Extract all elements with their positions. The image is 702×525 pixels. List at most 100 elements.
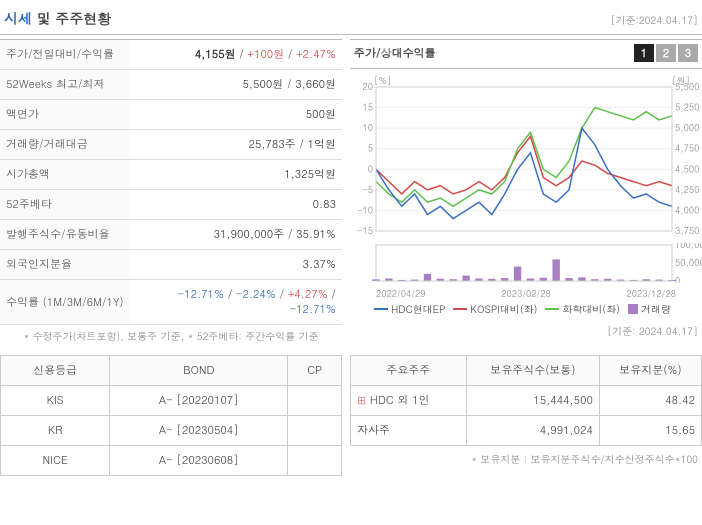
shareholder-pct: 48.42: [599, 386, 701, 416]
shareholder-shares: 15,444,500: [466, 386, 599, 416]
price-metrics-table: 주가/전일대비/수익률4,155원 / +100원 / +2.47%52Week…: [0, 39, 342, 325]
volume-chart: 050,000100,000: [350, 243, 702, 283]
svg-text:-5: -5: [362, 183, 373, 196]
header: 시세 및 주주현황 [기준:2024.04.17]: [0, 0, 702, 35]
sh-col-header: 보유주식수(보통): [466, 356, 599, 386]
chart-tab-1[interactable]: 1: [634, 44, 654, 62]
svg-text:5,250: 5,250: [675, 101, 699, 114]
metric-value: 25,783주 / 1억원: [130, 130, 342, 160]
metric-label: 액면가: [0, 100, 130, 130]
x-axis-label: 2023/02/28: [501, 287, 550, 300]
svg-text:4,250: 4,250: [675, 183, 699, 196]
legend-label: KOSPI대비(좌): [470, 302, 537, 316]
legend-label: 거래량: [641, 302, 671, 316]
chart-x-axis: 2022/04/29 2023/02/28 2023/12/28: [350, 287, 702, 300]
chart-footer-date: [기준: 2024.04.17]: [350, 324, 702, 342]
legend-item: 화학대비(좌): [545, 302, 620, 316]
metric-value: -12.71% / -2.24% / +4.27% / -12.71%: [130, 280, 342, 325]
price-delta: +100원: [248, 47, 285, 62]
legend-item: KOSPI대비(좌): [453, 302, 537, 316]
svg-text:20: 20: [363, 80, 374, 93]
legend-swatch: [453, 308, 467, 310]
shareholder-name: 자사주: [351, 416, 467, 446]
legend-swatch: [374, 308, 388, 310]
legend-label: HDC현대EP: [391, 302, 445, 316]
credit-bond: A- [20230608]: [110, 446, 288, 476]
shareholder-shares: 4,991,024: [466, 416, 599, 446]
svg-text:4,000: 4,000: [675, 203, 699, 216]
legend-label: 화학대비(좌): [562, 302, 620, 316]
credit-col-header: CP: [288, 356, 342, 386]
shareholder-pct: 15.65: [599, 416, 701, 446]
metric-value: 3.37%: [130, 250, 342, 280]
legend-swatch: [545, 308, 559, 310]
svg-text:-15: -15: [357, 224, 373, 235]
svg-text:3,750: 3,750: [675, 224, 699, 235]
metric-label: 외국인지분율: [0, 250, 130, 280]
chart-legend: HDC현대EP KOSPI대비(좌) 화학대비(좌) 거래량: [350, 300, 702, 320]
chart-tabs: 123: [634, 44, 698, 62]
sh-col-header: 보유지분(%): [599, 356, 701, 386]
credit-bond: A- [20230504]: [110, 416, 288, 446]
svg-text:15: 15: [363, 101, 374, 114]
svg-text:10: 10: [363, 121, 374, 134]
metric-label: 52Weeks 최고/최저: [0, 70, 130, 100]
return-value: -2.24%: [236, 287, 276, 302]
metric-value: 500원: [130, 100, 342, 130]
title-emphasis: 시세: [4, 8, 32, 28]
metric-value: 5,500원 / 3,660원: [130, 70, 342, 100]
credit-bond: A- [20220107]: [110, 386, 288, 416]
shareholders-table: 주요주주보유주식수(보통)보유지분(%) ⊞ HDC 외 1인15,444,50…: [350, 355, 702, 446]
svg-text:[원]: [원]: [672, 75, 690, 87]
svg-text:4,500: 4,500: [675, 162, 699, 175]
return-value: -12.71%: [178, 287, 224, 302]
title-rest: 및 주주현황: [37, 8, 112, 28]
credit-col-header: BOND: [110, 356, 288, 386]
x-axis-label: 2023/12/28: [627, 287, 676, 300]
credit-agency: KIS: [1, 386, 110, 416]
svg-text:50,000: 50,000: [675, 256, 702, 269]
metric-label: 주가/전일대비/수익률: [0, 40, 130, 70]
legend-swatch: [628, 304, 638, 314]
shareholder-name: ⊞ HDC 외 1인: [351, 386, 467, 416]
metric-label: 발행주식수/유동비율: [0, 220, 130, 250]
credit-cp: [288, 386, 342, 416]
legend-item: HDC현대EP: [374, 302, 445, 316]
credit-agency: KR: [1, 416, 110, 446]
metric-label: 52주베타: [0, 190, 130, 220]
metric-value: 0.83: [130, 190, 342, 220]
svg-text:5: 5: [368, 142, 373, 155]
chart-tab-2[interactable]: 2: [656, 44, 676, 62]
chart-tab-3[interactable]: 3: [678, 44, 698, 62]
x-axis-label: 2022/04/29: [376, 287, 425, 300]
metrics-footnote: * 수정주가(차트포함), 보통주 기준, * 52주베타: 주간수익률 기준: [0, 325, 342, 347]
metric-value: 31,900,000주 / 35.91%: [130, 220, 342, 250]
page-title: 시세 및 주주현황: [4, 8, 111, 28]
metric-label: 시가총액: [0, 160, 130, 190]
credit-cp: [288, 446, 342, 476]
return-value: -12.71%: [290, 302, 336, 317]
credit-rating-table: 신용등급BONDCP KISA- [20220107]KRA- [2023050…: [0, 355, 342, 476]
credit-agency: NICE: [1, 446, 110, 476]
svg-text:0: 0: [368, 162, 373, 175]
price: 4,155원: [195, 47, 236, 62]
svg-text:-10: -10: [357, 203, 373, 216]
return-value: +4.27%: [288, 287, 328, 302]
svg-text:4,750: 4,750: [675, 142, 699, 155]
credit-col-header: 신용등급: [1, 356, 110, 386]
legend-item: 거래량: [628, 302, 671, 316]
reference-date: [기준:2024.04.17]: [610, 13, 698, 27]
shareholders-footnote: * 보유지분 : 보유지분주식수/지수산정주식수*100: [350, 446, 702, 472]
sh-col-header: 주요주주: [351, 356, 467, 386]
metric-value: 1,325억원: [130, 160, 342, 190]
metric-label: 수익률 (1M/3M/6M/1Y): [0, 280, 130, 325]
chart-title: 주가/상대수익률: [354, 46, 436, 61]
metric-value: 4,155원 / +100원 / +2.47%: [130, 40, 342, 70]
svg-text:5,000: 5,000: [675, 121, 699, 134]
metric-label: 거래량/거래대금: [0, 130, 130, 160]
line-chart: -15 -10 -5 0 5 10 15 20 3,750 4,000 4,250 4,500 4,75…: [350, 75, 702, 235]
svg-text:[%]: [%]: [374, 75, 391, 87]
svg-text:0: 0: [675, 274, 680, 283]
credit-cp: [288, 416, 342, 446]
expand-icon[interactable]: ⊞: [357, 393, 370, 408]
